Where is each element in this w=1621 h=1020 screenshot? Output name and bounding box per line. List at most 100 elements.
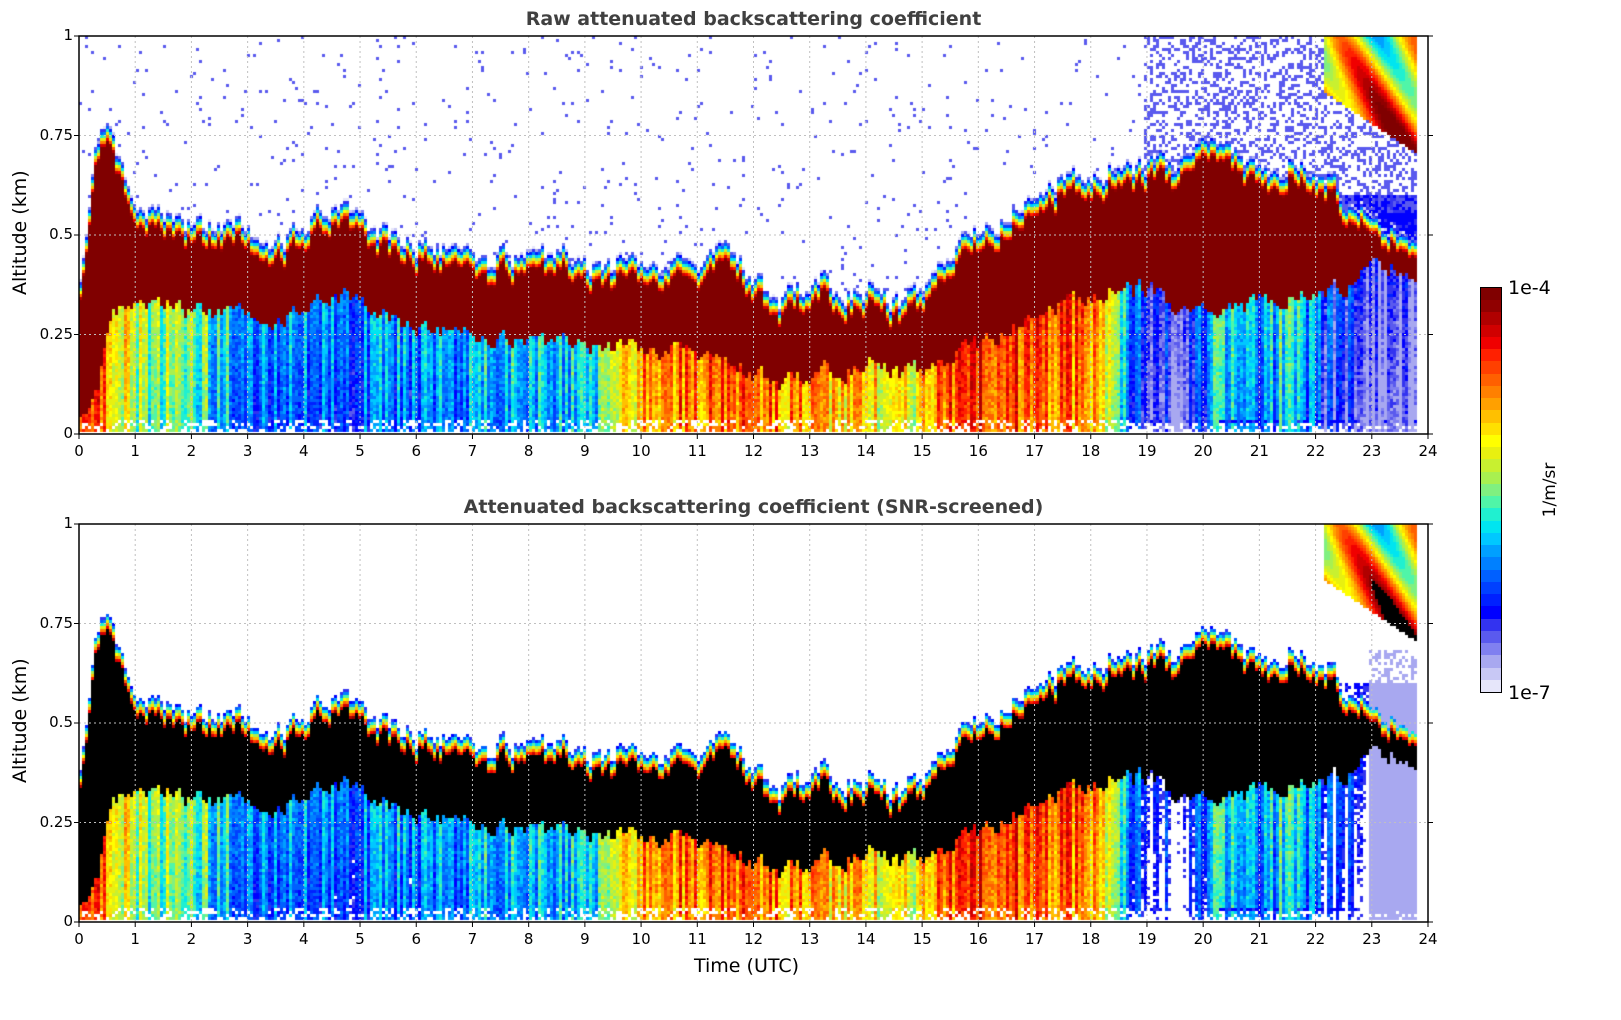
- colorbar-swatch: [1481, 434, 1501, 447]
- y-tick-label: 0.75: [39, 125, 73, 144]
- x-tick-label: 5: [355, 930, 365, 948]
- colorbar-swatch: [1481, 483, 1501, 496]
- colorbar-swatch: [1481, 336, 1501, 349]
- y-tick-label: 0.25: [39, 812, 73, 831]
- x-tick-label: 6: [411, 930, 422, 948]
- y-tick-label: 0: [63, 424, 73, 442]
- x-tick-label: 5: [355, 442, 365, 460]
- x-tick-label: 1: [130, 930, 140, 948]
- x-tick-label: 15: [912, 930, 932, 948]
- colorbar-swatch: [1481, 471, 1501, 484]
- x-tick-label: 20: [1193, 930, 1213, 948]
- colorbar-swatch: [1481, 361, 1501, 374]
- x-tick-label: 7: [467, 930, 478, 948]
- colorbar-swatch: [1481, 410, 1501, 423]
- x-tick-label: 17: [1024, 930, 1045, 948]
- axes-screened: [74, 523, 1433, 927]
- x-tick-label: 9: [580, 930, 590, 948]
- colorbar-swatch: [1481, 557, 1501, 570]
- x-tick-label: 21: [1249, 930, 1269, 948]
- colorbar-swatch: [1481, 655, 1501, 668]
- colorbar-swatch: [1481, 349, 1501, 362]
- y-tick-label: 0.25: [39, 324, 73, 343]
- colorbar-swatch: [1481, 398, 1501, 411]
- x-tick-label: 12: [743, 442, 764, 460]
- x-tick-label: 20: [1193, 442, 1213, 460]
- x-tick-label: 3: [242, 442, 253, 460]
- x-tick-label: 0: [74, 930, 84, 948]
- colorbar: [1480, 287, 1502, 693]
- x-axis-label: Time (UTC): [694, 955, 800, 977]
- colorbar-swatch: [1481, 581, 1501, 594]
- colorbar-swatch: [1481, 496, 1501, 509]
- y-tick-label: 0: [63, 912, 73, 930]
- colorbar-swatch: [1481, 606, 1501, 619]
- colorbar-swatch: [1481, 373, 1501, 386]
- x-tick-label: 2: [186, 442, 197, 460]
- colorbar-swatch: [1481, 594, 1501, 607]
- x-tick-label: 16: [968, 442, 988, 460]
- x-tick-label: 0: [74, 442, 84, 460]
- x-tick-label: 10: [631, 930, 651, 948]
- colorbar-swatch: [1481, 532, 1501, 545]
- colorbar-swatch: [1481, 287, 1501, 300]
- y-tick-label: 0.5: [49, 713, 73, 731]
- y-axis-label-raw: Altitude (km): [9, 170, 31, 295]
- colorbar-swatch: [1481, 618, 1501, 631]
- x-tick-label: 14: [856, 930, 876, 948]
- chart-title-raw: Raw attenuated backscattering coefficien…: [525, 8, 982, 30]
- x-tick-label: 12: [743, 930, 764, 948]
- x-tick-label: 17: [1024, 442, 1045, 460]
- colorbar-swatch: [1481, 385, 1501, 398]
- x-tick-label: 8: [523, 442, 534, 460]
- colorbar-swatch: [1481, 520, 1501, 533]
- x-tick-label: 9: [580, 442, 590, 460]
- x-tick-label: 19: [1137, 930, 1157, 948]
- x-tick-label: 10: [631, 442, 651, 460]
- colorbar-min-label: 1e-7: [1508, 682, 1551, 704]
- axes-raw: [74, 35, 1433, 439]
- colorbar-max-label: 1e-4: [1508, 277, 1551, 299]
- x-tick-label: 1: [130, 442, 140, 460]
- x-tick-label: 11: [687, 930, 707, 948]
- colorbar-swatch: [1481, 679, 1501, 692]
- x-tick-label: 23: [1362, 930, 1382, 948]
- x-tick-label: 16: [968, 930, 988, 948]
- x-tick-label: 23: [1362, 442, 1382, 460]
- colorbar-swatch: [1481, 300, 1501, 313]
- x-tick-label: 13: [800, 442, 820, 460]
- chart-title-screened: Attenuated backscattering coefficient (S…: [463, 496, 1044, 518]
- x-tick-label: 4: [299, 930, 309, 948]
- x-tick-label: 24: [1418, 442, 1438, 460]
- x-tick-label: 21: [1249, 442, 1269, 460]
- colorbar-swatch: [1481, 422, 1501, 435]
- colorbar-swatch: [1481, 667, 1501, 680]
- x-tick-label: 13: [800, 930, 820, 948]
- colorbar-swatch: [1481, 508, 1501, 521]
- x-tick-label: 6: [411, 442, 422, 460]
- colorbar-swatch: [1481, 447, 1501, 460]
- y-axis-label-screened: Altitude (km): [9, 658, 31, 783]
- y-tick-label: 1: [63, 26, 73, 44]
- x-tick-label: 18: [1081, 442, 1101, 460]
- x-tick-label: 7: [467, 442, 478, 460]
- colorbar-swatch: [1481, 324, 1501, 337]
- y-tick-label: 0.75: [39, 613, 73, 632]
- x-tick-label: 18: [1081, 930, 1101, 948]
- x-tick-label: 8: [523, 930, 534, 948]
- x-tick-label: 2: [186, 930, 197, 948]
- x-tick-label: 22: [1306, 930, 1326, 948]
- colorbar-swatch: [1481, 643, 1501, 656]
- x-tick-label: 14: [856, 442, 876, 460]
- colorbar-swatch: [1481, 312, 1501, 325]
- colorbar-swatch: [1481, 569, 1501, 582]
- x-tick-label: 24: [1418, 930, 1438, 948]
- x-tick-label: 3: [242, 930, 253, 948]
- x-tick-label: 4: [299, 442, 309, 460]
- x-tick-label: 15: [912, 442, 932, 460]
- x-tick-label: 19: [1137, 442, 1157, 460]
- x-tick-label: 22: [1306, 442, 1326, 460]
- y-tick-label: 0.5: [49, 225, 73, 243]
- colorbar-swatch: [1481, 545, 1501, 558]
- colorbar-unit-label: 1/m/sr: [1540, 462, 1560, 518]
